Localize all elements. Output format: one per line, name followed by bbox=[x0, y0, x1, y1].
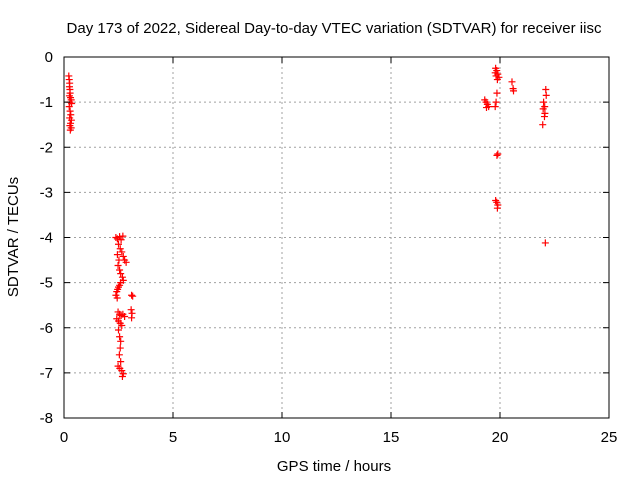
y-tick-label: -8 bbox=[40, 410, 53, 427]
data-point bbox=[117, 337, 125, 345]
y-tick-label: -4 bbox=[40, 230, 53, 247]
data-point bbox=[540, 98, 548, 106]
y-tick-label: 0 bbox=[45, 49, 53, 66]
data-point bbox=[482, 104, 490, 112]
y-tick-label: -7 bbox=[40, 365, 53, 382]
data-points bbox=[65, 64, 550, 380]
data-point bbox=[508, 78, 516, 86]
data-point bbox=[128, 291, 136, 299]
data-point bbox=[510, 87, 518, 95]
data-point bbox=[116, 344, 124, 352]
x-tick-label: 5 bbox=[169, 429, 177, 446]
data-point bbox=[117, 236, 125, 244]
data-point bbox=[539, 121, 547, 129]
data-point bbox=[113, 288, 121, 296]
data-point bbox=[118, 367, 126, 375]
data-point bbox=[491, 103, 499, 111]
data-point bbox=[118, 248, 126, 256]
x-tick-label: 25 bbox=[601, 429, 618, 446]
data-point bbox=[118, 273, 126, 281]
y-tick-labels: 0 -1 -2 -3 -4 -5 -6 -7 -8 bbox=[40, 49, 53, 427]
y-tick-label: -3 bbox=[40, 184, 53, 201]
y-tick-label: -5 bbox=[40, 275, 53, 292]
y-axis-label: SDTVAR / TECUs bbox=[5, 177, 22, 297]
data-point bbox=[114, 261, 122, 269]
data-point bbox=[113, 294, 121, 302]
data-point bbox=[121, 312, 129, 320]
data-point bbox=[127, 306, 135, 314]
data-point bbox=[116, 266, 124, 274]
data-point bbox=[66, 126, 74, 134]
x-axis-label: GPS time / hours bbox=[277, 458, 391, 475]
data-point bbox=[541, 239, 549, 247]
x-tick-label: 10 bbox=[274, 429, 291, 446]
data-point bbox=[116, 245, 124, 253]
chart-title: Day 173 of 2022, Sidereal Day-to-day VTE… bbox=[67, 20, 602, 37]
data-point bbox=[116, 333, 124, 341]
axis-ticks bbox=[63, 56, 610, 419]
data-point bbox=[117, 270, 125, 278]
x-tick-label: 20 bbox=[492, 429, 509, 446]
y-tick-label: -6 bbox=[40, 320, 53, 337]
data-point bbox=[67, 111, 75, 119]
data-point bbox=[542, 91, 550, 99]
x-tick-label: 0 bbox=[60, 429, 68, 446]
data-point bbox=[122, 258, 130, 266]
data-point bbox=[115, 326, 122, 334]
grid-lines bbox=[64, 57, 609, 418]
data-point bbox=[542, 85, 550, 93]
x-tick-label: 15 bbox=[383, 429, 400, 446]
data-point bbox=[113, 251, 121, 259]
data-point bbox=[492, 98, 500, 106]
data-point bbox=[118, 321, 126, 329]
x-tick-labels: 0 5 10 15 20 25 bbox=[60, 429, 618, 446]
y-tick-label: -1 bbox=[40, 94, 53, 111]
data-point bbox=[493, 151, 501, 159]
data-point bbox=[115, 256, 123, 264]
data-point bbox=[119, 232, 127, 240]
data-point bbox=[128, 314, 136, 322]
data-point bbox=[67, 116, 75, 124]
data-point bbox=[493, 76, 501, 84]
data-point bbox=[493, 204, 501, 212]
data-point bbox=[129, 292, 137, 300]
data-point bbox=[494, 150, 502, 158]
data-point bbox=[540, 113, 548, 121]
data-point bbox=[115, 351, 123, 359]
data-point bbox=[118, 372, 126, 380]
y-tick-label: -2 bbox=[40, 139, 53, 156]
data-point bbox=[112, 234, 120, 241]
data-point bbox=[115, 240, 122, 248]
data-point bbox=[493, 89, 501, 97]
data-point bbox=[539, 105, 547, 113]
data-point bbox=[66, 107, 74, 115]
data-point bbox=[119, 252, 127, 260]
data-point bbox=[117, 358, 125, 366]
data-point bbox=[65, 103, 73, 111]
